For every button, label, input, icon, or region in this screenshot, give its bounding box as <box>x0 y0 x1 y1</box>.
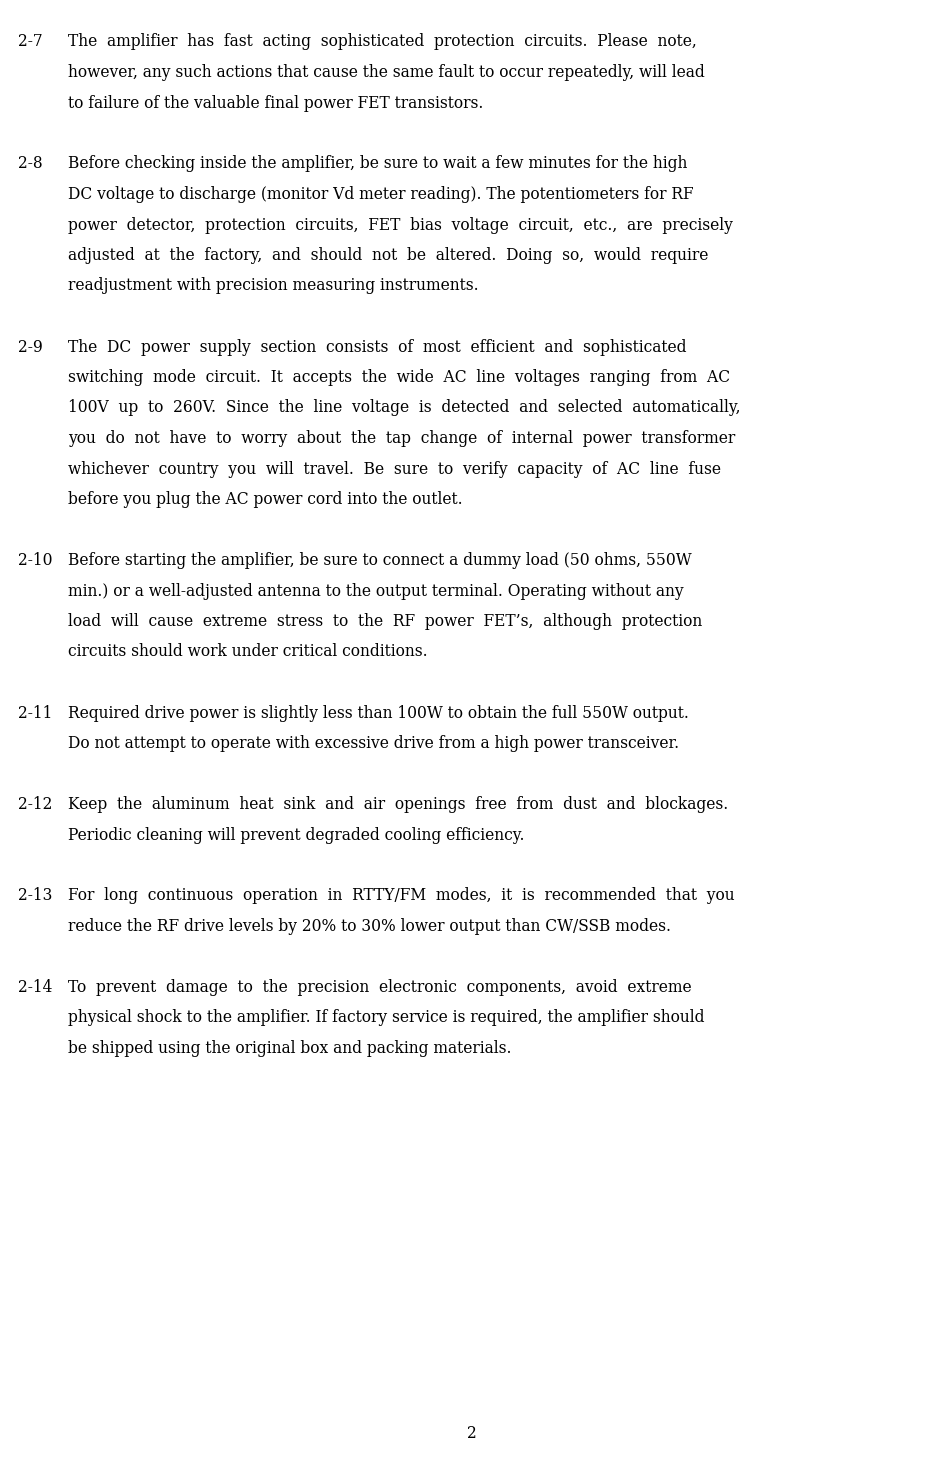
Text: adjusted  at  the  factory,  and  should  not  be  altered.  Doing  so,  would  : adjusted at the factory, and should not … <box>68 247 708 263</box>
Text: you  do  not  have  to  worry  about  the  tap  change  of  internal  power  tra: you do not have to worry about the tap c… <box>68 430 735 447</box>
Text: physical shock to the amplifier. If factory service is required, the amplifier s: physical shock to the amplifier. If fact… <box>68 1010 704 1026</box>
Text: 2-9: 2-9 <box>18 339 42 356</box>
Text: 2-13: 2-13 <box>18 888 52 904</box>
Text: Required drive power is slightly less than 100W to obtain the full 550W output.: Required drive power is slightly less th… <box>68 705 689 721</box>
Text: 2-7: 2-7 <box>18 34 42 50</box>
Text: For  long  continuous  operation  in  RTTY/FM  modes,  it  is  recommended  that: For long continuous operation in RTTY/FM… <box>68 888 734 904</box>
Text: 2-8: 2-8 <box>18 156 42 172</box>
Text: reduce the RF drive levels by 20% to 30% lower output than CW/SSB modes.: reduce the RF drive levels by 20% to 30%… <box>68 919 671 935</box>
Text: power  detector,  protection  circuits,  FET  bias  voltage  circuit,  etc.,  ar: power detector, protection circuits, FET… <box>68 216 733 234</box>
Text: load  will  cause  extreme  stress  to  the  RF  power  FET’s,  although  protec: load will cause extreme stress to the RF… <box>68 612 702 630</box>
Text: Do not attempt to operate with excessive drive from a high power transceiver.: Do not attempt to operate with excessive… <box>68 735 679 752</box>
Text: whichever  country  you  will  travel.  Be  sure  to  verify  capacity  of  AC  : whichever country you will travel. Be su… <box>68 461 721 477</box>
Text: 2-14: 2-14 <box>18 979 52 997</box>
Text: Periodic cleaning will prevent degraded cooling efficiency.: Periodic cleaning will prevent degraded … <box>68 826 525 843</box>
Text: DC voltage to discharge (monitor Vd meter reading). The potentiometers for RF: DC voltage to discharge (monitor Vd mete… <box>68 185 694 203</box>
Text: however, any such actions that cause the same fault to occur repeatedly, will le: however, any such actions that cause the… <box>68 63 705 81</box>
Text: Keep  the  aluminum  heat  sink  and  air  openings  free  from  dust  and  bloc: Keep the aluminum heat sink and air open… <box>68 796 728 813</box>
Text: be shipped using the original box and packing materials.: be shipped using the original box and pa… <box>68 1041 512 1057</box>
Text: 2: 2 <box>467 1425 477 1443</box>
Text: 2-11: 2-11 <box>18 705 52 721</box>
Text: readjustment with precision measuring instruments.: readjustment with precision measuring in… <box>68 278 479 294</box>
Text: switching  mode  circuit.  It  accepts  the  wide  AC  line  voltages  ranging  : switching mode circuit. It accepts the w… <box>68 369 730 386</box>
Text: Before starting the amplifier, be sure to connect a dummy load (50 ohms, 550W: Before starting the amplifier, be sure t… <box>68 552 692 570</box>
Text: The  amplifier  has  fast  acting  sophisticated  protection  circuits.  Please : The amplifier has fast acting sophistica… <box>68 34 697 50</box>
Text: to failure of the valuable final power FET transistors.: to failure of the valuable final power F… <box>68 94 483 112</box>
Text: 2-10: 2-10 <box>18 552 53 570</box>
Text: To  prevent  damage  to  the  precision  electronic  components,  avoid  extreme: To prevent damage to the precision elect… <box>68 979 692 997</box>
Text: The  DC  power  supply  section  consists  of  most  efficient  and  sophisticat: The DC power supply section consists of … <box>68 339 686 356</box>
Text: 2-12: 2-12 <box>18 796 52 813</box>
Text: 100V  up  to  260V.  Since  the  line  voltage  is  detected  and  selected  aut: 100V up to 260V. Since the line voltage … <box>68 399 740 417</box>
Text: min.) or a well-adjusted antenna to the output terminal. Operating without any: min.) or a well-adjusted antenna to the … <box>68 583 683 599</box>
Text: circuits should work under critical conditions.: circuits should work under critical cond… <box>68 643 428 661</box>
Text: before you plug the AC power cord into the outlet.: before you plug the AC power cord into t… <box>68 492 463 508</box>
Text: Before checking inside the amplifier, be sure to wait a few minutes for the high: Before checking inside the amplifier, be… <box>68 156 687 172</box>
